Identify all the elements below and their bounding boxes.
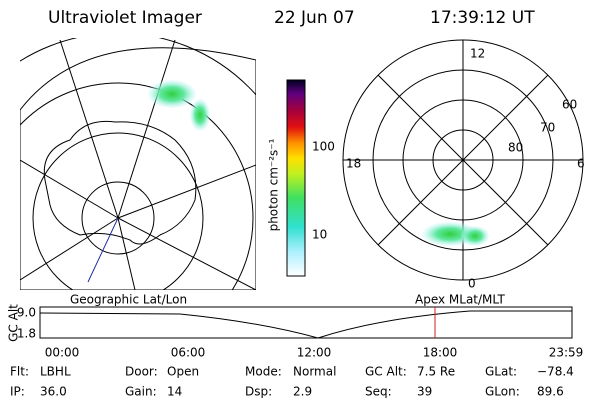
altitude-frame <box>39 306 573 339</box>
footer-value: 14 <box>167 385 182 399</box>
geographic-map <box>20 38 256 290</box>
instrument: Ultraviolet Imager <box>48 8 202 28</box>
footer-value: −78.4 <box>537 365 574 379</box>
altitude-tick: 1.8 <box>17 327 36 341</box>
footer-label: IP: <box>10 385 25 399</box>
colorbar-unit: photon cm⁻²s⁻¹ <box>267 138 281 231</box>
time-tick: 00:00 <box>45 346 80 360</box>
footer-label: GC Alt: <box>365 365 407 379</box>
footer-value: 2.9 <box>293 385 312 399</box>
footer-label: Flt: <box>10 365 29 379</box>
footer-label: Dsp: <box>245 385 272 399</box>
footer-label: Seq: <box>365 385 392 399</box>
time-tick: 23:59 <box>549 346 584 360</box>
colorbar-tick: 100 <box>312 140 335 154</box>
time-tick: 18:00 <box>423 346 458 360</box>
time-tick: 06:00 <box>171 346 206 360</box>
date: 22 Jun 07 <box>274 8 355 28</box>
footer-value: Open <box>167 365 199 379</box>
footer-value: LBHL <box>40 365 71 379</box>
mlt-label: 6 <box>577 157 585 171</box>
altitude-curve <box>39 310 572 339</box>
mlt-label: 18 <box>346 157 361 171</box>
right-map-label: Apex MLat/MLT <box>415 293 505 307</box>
lat-label: 70 <box>540 121 555 135</box>
footer-value: 39 <box>417 385 432 399</box>
footer-label: GLat: <box>485 365 517 379</box>
footer-value: Normal <box>293 365 336 379</box>
time: 17:39:12 UT <box>430 8 535 28</box>
altitude-axis-label: GC Alt <box>7 304 21 342</box>
footer: Flt: LBHL Door: Open Mode: Normal GC Alt: 7.5 R… <box>10 365 574 399</box>
mlt-label: 12 <box>470 47 485 61</box>
altitude-tick: 9.0 <box>17 306 36 320</box>
footer-value: 36.0 <box>40 385 67 399</box>
footer-label: Door: <box>125 365 158 379</box>
polar-grid <box>342 39 584 281</box>
lat-label: 60 <box>562 98 577 112</box>
mlt-label: 0 <box>468 277 476 291</box>
left-map-label: Geographic Lat/Lon <box>70 293 187 307</box>
time-tick: 12:00 <box>297 346 332 360</box>
colorbar-tick: 10 <box>312 228 327 242</box>
footer-label: GLon: <box>485 385 520 399</box>
footer-value: 7.5 Re <box>417 365 455 379</box>
colorbar <box>286 79 306 277</box>
footer-label: Gain: <box>125 385 157 399</box>
footer-label: Mode: <box>245 365 282 379</box>
lat-label: 80 <box>508 141 523 155</box>
footer-value: 89.6 <box>537 385 564 399</box>
